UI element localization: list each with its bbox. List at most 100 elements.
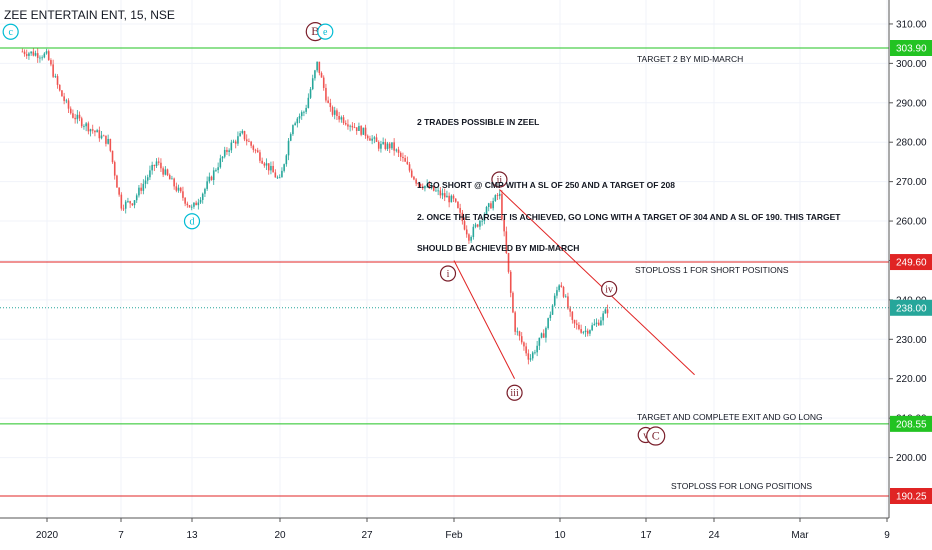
candle: [536, 345, 538, 353]
stoploss-long-annotation[interactable]: STOPLOSS FOR LONG POSITIONS: [671, 481, 813, 491]
candle: [492, 200, 494, 209]
candle: [232, 141, 235, 143]
candle: [171, 178, 173, 180]
candle: [23, 51, 26, 55]
candle: [261, 160, 263, 164]
candle: [556, 290, 558, 296]
candle: [272, 165, 274, 173]
candle: [276, 177, 279, 179]
candle: [481, 220, 483, 222]
candle: [575, 323, 578, 325]
time-axis[interactable]: 2020 7 13 20 27 Feb 10 17 24 Mar 9: [0, 517, 932, 550]
candle: [391, 142, 393, 149]
candle: [395, 149, 398, 151]
candle: [135, 195, 138, 201]
candle: [175, 186, 178, 191]
candle: [120, 194, 123, 209]
wave-label: B: [311, 24, 319, 38]
axis-background: [889, 0, 932, 550]
candle: [149, 170, 151, 178]
candle: [124, 201, 127, 209]
candle: [421, 186, 424, 189]
candle: [540, 333, 543, 338]
candle: [177, 187, 180, 191]
candle: [289, 134, 292, 141]
candle: [558, 285, 560, 291]
candle: [87, 123, 90, 132]
candle: [157, 161, 160, 163]
candle: [155, 161, 158, 167]
candle: [72, 113, 74, 118]
stoploss-1-price-tag: [890, 254, 932, 271]
candle: [199, 199, 202, 203]
candle: [212, 170, 215, 181]
candle: [230, 142, 233, 151]
candle: [190, 206, 193, 208]
wave-marker: [601, 280, 618, 298]
candle: [28, 53, 30, 56]
current-price-tag: [890, 299, 932, 316]
target-2-annotation[interactable]: TARGET 2 BY MID-MARCH: [637, 54, 744, 64]
wave-marker: [491, 171, 508, 188]
candle: [67, 100, 70, 109]
stoploss-long-price-label: 190.25: [896, 492, 927, 503]
note-spacer: [417, 149, 840, 160]
candle: [531, 352, 534, 359]
candle: [195, 202, 197, 206]
candle: [547, 318, 549, 329]
candle: [470, 237, 472, 241]
candle: [294, 123, 296, 126]
upper-trendline: [499, 189, 695, 376]
candle: [355, 127, 358, 131]
trendlines[interactable]: [453, 189, 695, 379]
candle: [336, 110, 338, 117]
candle: [107, 138, 109, 144]
candle: [314, 70, 316, 79]
candle: [353, 127, 356, 129]
y-tick-label: 270.00: [896, 177, 927, 188]
candle: [105, 135, 107, 144]
candle: [406, 161, 409, 165]
y-tick-label: 230.00: [896, 335, 927, 346]
candle: [384, 142, 387, 149]
candle: [296, 118, 299, 124]
stoploss-1-annotation[interactable]: STOPLOSS 1 FOR SHORT POSITIONS: [635, 265, 789, 275]
candle: [270, 165, 272, 171]
target-2-price-label: 303.90: [896, 44, 927, 55]
candle: [305, 107, 307, 112]
candle: [54, 76, 57, 77]
trade-note[interactable]: 2 TRADES POSSIBLE IN ZEEL 1. GO SHORT @ …: [417, 96, 840, 264]
wave-label: d: [190, 217, 195, 228]
candle: [160, 162, 162, 169]
candle: [402, 156, 404, 159]
candle: [146, 177, 149, 181]
candle: [333, 110, 336, 115]
wave-marker: [317, 23, 334, 40]
price-levels[interactable]: [0, 47, 889, 497]
candle: [512, 292, 514, 313]
price-axis[interactable]: 200.00210.00220.00230.00240.00250.00260.…: [888, 0, 932, 550]
target-exit-annotation[interactable]: TARGET AND COMPLETE EXIT AND GO LONG: [637, 412, 823, 422]
candle: [237, 136, 239, 144]
candle: [342, 117, 345, 123]
wave-label: iv: [605, 284, 613, 295]
candle: [265, 163, 268, 166]
candle: [362, 127, 365, 135]
candle: [94, 130, 96, 133]
candle: [259, 152, 261, 161]
candle: [377, 141, 380, 149]
candle: [344, 122, 347, 125]
x-tick-label: 24: [708, 530, 720, 541]
candle: [569, 308, 571, 312]
x-tick-label: 10: [554, 530, 566, 541]
candle: [263, 163, 266, 166]
candle: [309, 89, 312, 98]
candle: [292, 125, 294, 135]
candle: [593, 323, 596, 326]
wave-label: i: [447, 269, 450, 280]
candle: [74, 117, 76, 120]
candle: [318, 61, 321, 74]
candle: [459, 207, 461, 213]
